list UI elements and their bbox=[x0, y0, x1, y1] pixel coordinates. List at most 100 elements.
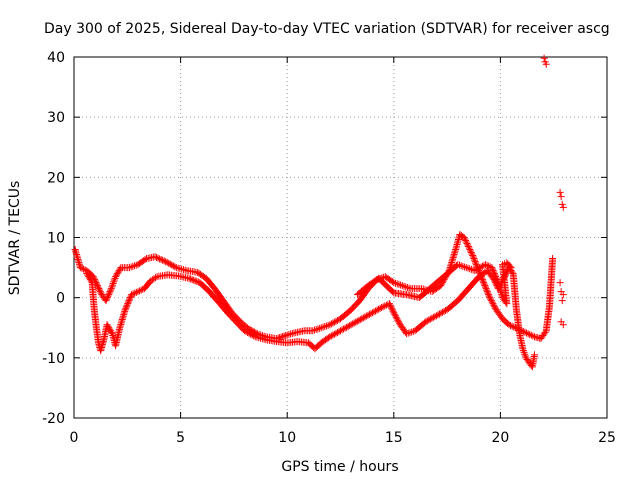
data-point bbox=[467, 249, 475, 257]
data-point bbox=[282, 331, 290, 339]
data-point bbox=[484, 289, 492, 297]
data-point bbox=[461, 263, 469, 271]
data-point bbox=[408, 328, 416, 336]
data-point bbox=[468, 250, 476, 258]
data-point bbox=[355, 316, 363, 324]
data-point bbox=[122, 303, 130, 311]
data-point bbox=[404, 329, 412, 337]
data-point bbox=[159, 256, 167, 264]
data-point bbox=[136, 287, 144, 295]
data-point bbox=[395, 318, 403, 326]
data-point bbox=[466, 265, 474, 273]
data-point bbox=[556, 279, 564, 287]
data-point bbox=[178, 265, 186, 273]
data-point bbox=[439, 308, 447, 316]
data-point bbox=[461, 235, 469, 243]
data-point bbox=[76, 264, 84, 272]
axes: 0 5 10 15 20 25 -20 -10 0 10 20 30 40 bbox=[42, 50, 616, 446]
data-point bbox=[434, 311, 442, 319]
data-point bbox=[463, 240, 471, 248]
data-point bbox=[95, 285, 103, 293]
data-point bbox=[250, 332, 258, 340]
data-point bbox=[364, 311, 372, 319]
data-point bbox=[107, 286, 115, 294]
data-point bbox=[437, 309, 445, 317]
data-point bbox=[403, 283, 411, 291]
data-point bbox=[526, 331, 534, 339]
data-point bbox=[435, 310, 443, 318]
data-point bbox=[490, 268, 498, 276]
data-point bbox=[168, 261, 176, 269]
data-point bbox=[431, 313, 439, 321]
data-point bbox=[457, 262, 465, 270]
data-point bbox=[156, 255, 164, 263]
data-point bbox=[121, 306, 129, 314]
data-point bbox=[131, 262, 139, 270]
data-point bbox=[393, 280, 401, 288]
data-point bbox=[379, 303, 387, 311]
data-point bbox=[455, 261, 463, 269]
data-point bbox=[80, 265, 88, 273]
data-point bbox=[370, 308, 378, 316]
data-point bbox=[338, 326, 346, 334]
data-points bbox=[71, 54, 567, 371]
data-point bbox=[381, 302, 389, 310]
data-point bbox=[341, 324, 349, 332]
data-point bbox=[111, 274, 119, 282]
data-point bbox=[527, 331, 535, 339]
data-point bbox=[390, 309, 398, 317]
data-point bbox=[358, 315, 366, 323]
data-point bbox=[387, 303, 395, 311]
x-tick-label: 0 bbox=[70, 430, 79, 446]
data-point bbox=[492, 273, 500, 281]
data-point bbox=[137, 286, 145, 294]
x-tick-label: 10 bbox=[278, 430, 296, 446]
data-point bbox=[397, 281, 405, 289]
data-point bbox=[429, 313, 437, 321]
data-point bbox=[506, 262, 514, 270]
data-point bbox=[493, 276, 501, 284]
data-point bbox=[129, 262, 137, 270]
series-extra-arcs bbox=[354, 259, 515, 308]
data-point bbox=[326, 321, 334, 329]
data-point bbox=[310, 326, 318, 334]
data-point bbox=[113, 270, 121, 278]
data-point bbox=[485, 292, 493, 300]
data-point bbox=[333, 328, 341, 336]
data-point bbox=[541, 328, 549, 336]
data-point bbox=[418, 285, 426, 293]
data-point bbox=[245, 329, 253, 337]
data-point bbox=[469, 252, 477, 260]
data-point bbox=[179, 266, 187, 274]
data-point bbox=[464, 243, 472, 251]
data-point bbox=[316, 324, 324, 332]
data-point bbox=[125, 264, 133, 272]
data-point bbox=[78, 264, 86, 272]
data-point bbox=[367, 310, 375, 318]
data-point bbox=[488, 298, 496, 306]
data-point bbox=[470, 255, 478, 263]
y-tick-label: 20 bbox=[47, 170, 65, 186]
data-point bbox=[277, 333, 285, 341]
data-point bbox=[103, 295, 111, 303]
data-point bbox=[472, 259, 480, 267]
data-point bbox=[471, 258, 479, 266]
data-point bbox=[346, 322, 354, 330]
data-point bbox=[464, 241, 472, 249]
data-point bbox=[440, 307, 448, 315]
data-point bbox=[330, 318, 338, 326]
data-point bbox=[508, 268, 516, 276]
data-point bbox=[480, 280, 488, 288]
data-point bbox=[494, 277, 502, 285]
data-point bbox=[122, 304, 130, 312]
data-point bbox=[324, 321, 332, 329]
data-point bbox=[314, 325, 322, 333]
data-point bbox=[519, 347, 527, 355]
y-tick-label: -20 bbox=[42, 411, 65, 427]
data-point bbox=[94, 283, 102, 291]
data-point bbox=[349, 320, 357, 328]
data-point bbox=[97, 289, 105, 297]
data-point bbox=[253, 333, 261, 341]
data-point bbox=[326, 333, 334, 341]
